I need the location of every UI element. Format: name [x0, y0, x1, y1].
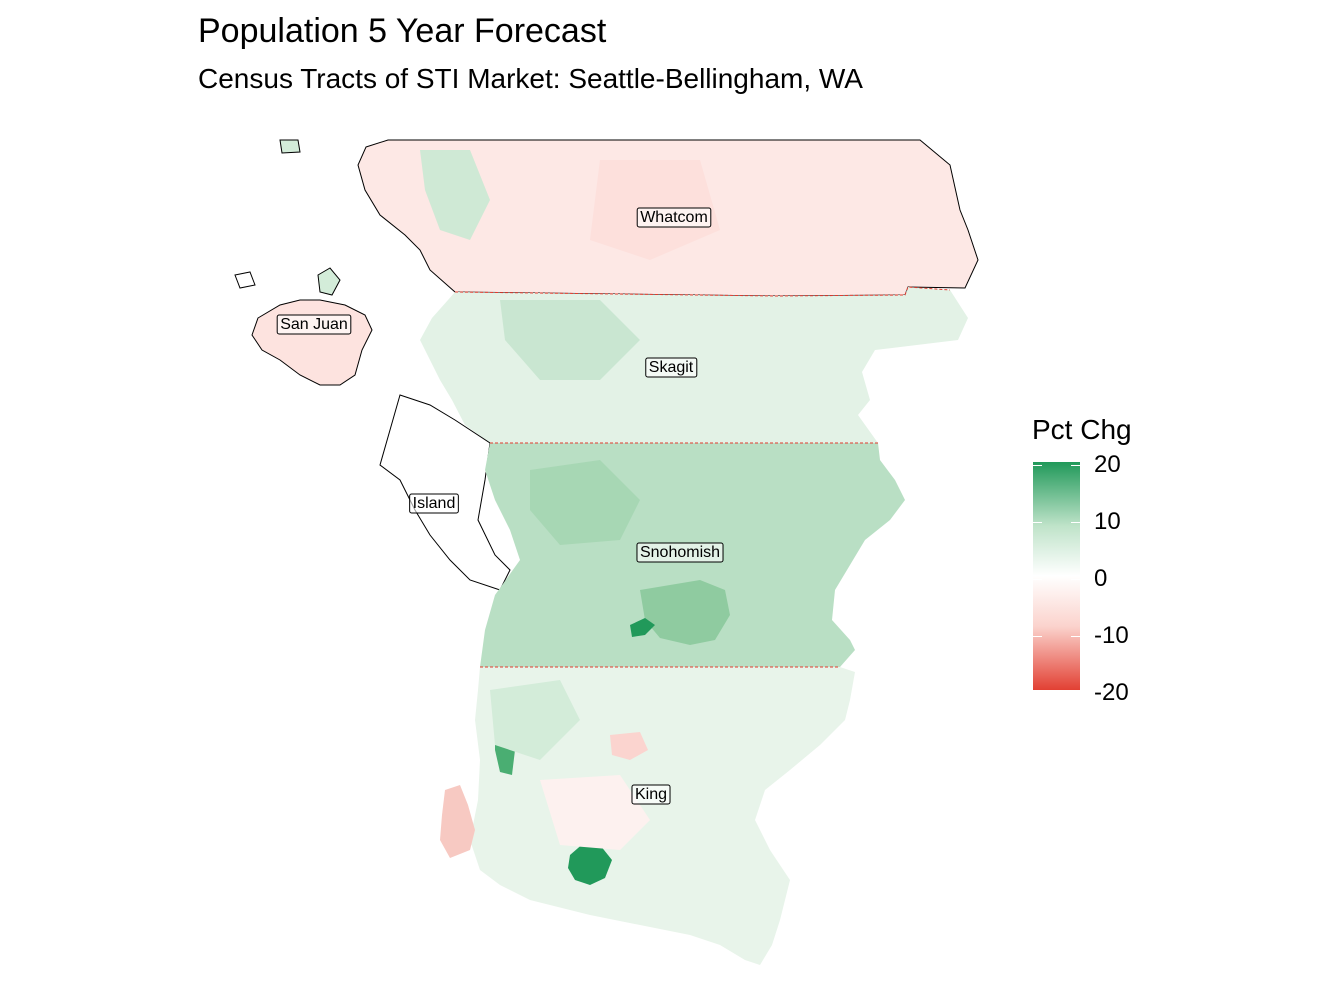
county-dividers: [454, 286, 951, 668]
legend-tick-mark: [1033, 636, 1042, 637]
legend-title: Pct Chg: [1032, 414, 1132, 445]
county-label-snohomish: Snohomish: [636, 542, 724, 563]
islands: [234, 139, 341, 296]
map-subtitle: Census Tracts of STI Market: Seattle-Bel…: [198, 63, 863, 94]
svg-text:Whatcom: Whatcom: [640, 209, 708, 226]
legend-tick-mark: [1071, 636, 1080, 637]
legend-tick-mark: [1033, 465, 1042, 466]
snohomish-peak-tract: [630, 618, 655, 637]
county-labels: Whatcom Skagit Island Snohomish King San Juan: [276, 207, 724, 805]
svg-text:Island: Island: [413, 495, 456, 512]
county-label-island: Island: [409, 493, 459, 514]
snohomish-growth-area: [640, 580, 730, 645]
county-san-juan: [251, 299, 373, 386]
vashon-decline: [440, 785, 475, 858]
legend-tick-label: -10: [1094, 622, 1129, 649]
legend-color-bar: [1033, 462, 1080, 690]
svg-text:Skagit: Skagit: [649, 359, 694, 376]
legend-tick-mark: [1071, 465, 1080, 466]
legend-tick-label: 10: [1094, 508, 1121, 535]
legend-tick-mark: [1033, 522, 1042, 523]
map-title: Population 5 Year Forecast: [198, 12, 607, 50]
county-label-skagit: Skagit: [645, 357, 698, 378]
svg-text:San Juan: San Juan: [280, 316, 348, 333]
legend-tick-mark: [1071, 579, 1080, 580]
king-decline-tract: [610, 732, 648, 760]
legend-tick-label: -20: [1094, 679, 1129, 706]
legend-tick-mark: [1033, 693, 1042, 694]
king-peak-tract: [568, 842, 612, 885]
county-king: [470, 667, 855, 965]
county-label-whatcom: Whatcom: [636, 207, 712, 228]
county-label-king: King: [631, 784, 671, 805]
legend-tick-mark: [1071, 522, 1080, 523]
legend-tick-mark: [1033, 579, 1042, 580]
legend-tick-mark: [1071, 693, 1080, 694]
svg-text:King: King: [635, 786, 667, 803]
legend-tick-label: 0: [1094, 565, 1108, 592]
svg-text:Snohomish: Snohomish: [640, 544, 720, 561]
hotspot-tracts: [440, 580, 730, 885]
county-label-san-juan: San Juan: [276, 314, 352, 335]
legend-tick-label: 20: [1094, 451, 1121, 478]
